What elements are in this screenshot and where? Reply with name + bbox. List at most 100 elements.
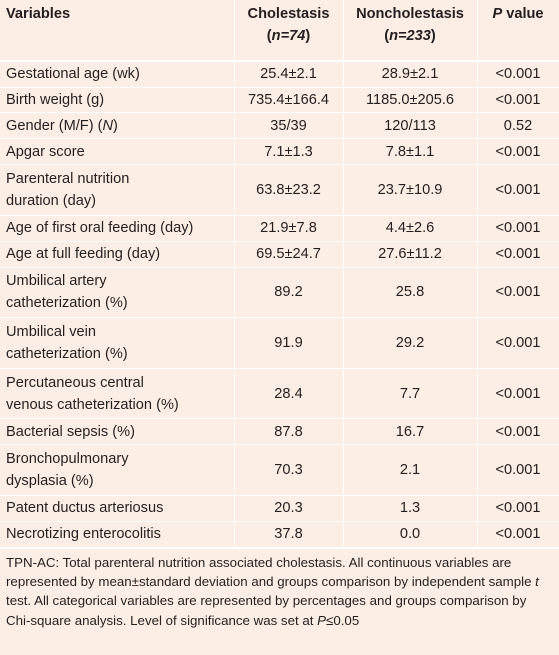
p-value: <0.001: [477, 60, 559, 88]
table-row: Birth weight (g) 735.4±166.4 1185.0±205.6 <…: [0, 86, 559, 113]
table-row: Apgar score 7.1±1.3 7.8±1.1 <0.001: [0, 138, 559, 165]
data-table: Variables Cholestasis (n=74) Noncholestas…: [0, 0, 559, 547]
cholestasis-value: 21.9±7.8: [234, 214, 343, 242]
row-label-italic: N: [102, 117, 114, 134]
noncholestasis-value: 7.7: [343, 367, 477, 419]
footnote: TPN-AC: Total parenteral nutrition assoc…: [0, 548, 559, 655]
cholestasis-value: 69.5±24.7: [234, 240, 343, 268]
noncholestasis-value: 4.4±2.6: [343, 214, 477, 242]
row-label: Age of first oral feeding (day): [0, 214, 234, 242]
table-row: Age of first oral feeding (day) 21.9±7.8 4…: [0, 214, 559, 242]
cholestasis-value: 70.3: [234, 444, 343, 496]
table-body: Gestational age (wk) 25.4±2.1 28.9±2.1 <0.0…: [0, 60, 559, 547]
table-row: Umbilical vein catheterization (%) 91.9 29.…: [0, 317, 559, 369]
header-p-letter: P: [492, 6, 503, 22]
header-cholestasis-n: n=74: [271, 28, 306, 44]
row-label: Bronchopulmonary dysplasia (%): [0, 444, 234, 496]
row-label-line2: venous catheterization (%): [6, 396, 179, 413]
header-variables: Variables: [6, 6, 71, 22]
row-label: Apgar score: [0, 138, 234, 165]
header-row: Variables Cholestasis (n=74) Noncholestas…: [0, 0, 559, 61]
cholestasis-value: 20.3: [234, 494, 343, 522]
table-row: Umbilical artery catheterization (%) 89.2 2…: [0, 266, 559, 318]
row-label-line1: Bronchopulmonary: [6, 450, 129, 467]
row-label: Patent ductus arteriosus: [0, 494, 234, 522]
footnote-part1: TPN-AC: Total parenteral nutrition assoc…: [6, 555, 536, 590]
table-row: Bronchopulmonary dysplasia (%) 70.3 2.1 <0.0…: [0, 444, 559, 496]
cholestasis-value: 37.8: [234, 520, 343, 547]
cholestasis-value: 28.4: [234, 367, 343, 419]
p-value: <0.001: [477, 367, 559, 419]
noncholestasis-value: 2.1: [343, 444, 477, 496]
row-label-line2: dysplasia (%): [6, 472, 94, 489]
table-row: Percutaneous central venous catheterizati…: [0, 367, 559, 419]
table-row: Age at full feeding (day) 69.5±24.7 27.6±1…: [0, 240, 559, 268]
row-label-line2: duration (day): [6, 193, 97, 209]
footnote-part2: test. All categorical variables are repr…: [6, 593, 527, 628]
p-value: <0.001: [477, 520, 559, 547]
row-label: Parenteral nutrition duration (day): [0, 164, 234, 216]
footnote-p-letter: P: [317, 612, 327, 628]
noncholestasis-value: 120/113: [343, 112, 477, 139]
row-label-pre: Gender (M/F) (: [6, 117, 103, 134]
row-label: Umbilical vein catheterization (%): [0, 317, 234, 369]
table-row: Bacterial sepsis (%) 87.8 16.7 <0.001: [0, 418, 559, 445]
noncholestasis-value: 7.8±1.1: [343, 138, 477, 165]
p-value: <0.001: [477, 444, 559, 496]
header-noncholestasis-label: Noncholestasis: [356, 6, 464, 22]
footnote-text: TPN-AC: Total parenteral nutrition assoc…: [0, 549, 559, 630]
header-p-value: P value: [477, 0, 559, 61]
header-noncholestasis: Noncholestasis (n=233): [356, 6, 464, 44]
noncholestasis-value: 1.3: [343, 494, 477, 522]
row-label-line1: Umbilical artery: [6, 273, 107, 290]
column-divider: [343, 0, 344, 547]
cholestasis-value: 25.4±2.1: [234, 60, 343, 88]
footnote-part3: ≤0.05: [326, 612, 360, 628]
column-divider: [477, 0, 478, 547]
noncholestasis-value: 1185.0±205.6: [343, 86, 477, 113]
row-label: Age at full feeding (day): [0, 240, 234, 268]
p-value: <0.001: [477, 86, 559, 113]
noncholestasis-value: 29.2: [343, 317, 477, 369]
noncholestasis-value: 23.7±10.9: [343, 164, 477, 216]
cholestasis-value: 89.2: [234, 266, 343, 318]
row-label: Necrotizing enterocolitis: [0, 520, 234, 547]
noncholestasis-value: 16.7: [343, 418, 477, 445]
row-label: Bacterial sepsis (%): [0, 418, 234, 445]
noncholestasis-value: 25.8: [343, 266, 477, 318]
cholestasis-value: 87.8: [234, 418, 343, 445]
p-value: <0.001: [477, 317, 559, 369]
header-p-rest: value: [502, 6, 544, 22]
cholestasis-value: 735.4±166.4: [234, 86, 343, 113]
row-label: Gender (M/F) (N): [0, 112, 234, 139]
p-value: <0.001: [477, 494, 559, 522]
cholestasis-value: 91.9: [234, 317, 343, 369]
header-cholestasis-label: Cholestasis: [247, 6, 330, 22]
row-label: Birth weight (g): [0, 86, 234, 113]
row-label-line2: catheterization (%): [6, 295, 128, 312]
table-row: Patent ductus arteriosus 20.3 1.3 <0.001: [0, 494, 559, 522]
table-row: Parenteral nutrition duration (day) 63.8±2…: [0, 164, 559, 216]
column-divider: [234, 0, 235, 547]
p-value: <0.001: [477, 164, 559, 216]
p-value: <0.001: [477, 214, 559, 242]
header-cholestasis: Cholestasis (n=74): [247, 6, 330, 44]
noncholestasis-value: 27.6±11.2: [343, 240, 477, 268]
cholestasis-value: 7.1±1.3: [234, 138, 343, 165]
cholestasis-value: 35/39: [234, 112, 343, 139]
p-value: <0.001: [477, 138, 559, 165]
row-label-post: ): [113, 117, 118, 134]
row-label-line2: catheterization (%): [6, 345, 128, 362]
cholestasis-value: 63.8±23.2: [234, 164, 343, 216]
row-label-line1: Umbilical vein: [6, 323, 97, 340]
row-label: Gestational age (wk): [0, 60, 234, 88]
p-value: <0.001: [477, 418, 559, 445]
p-value: 0.52: [477, 112, 559, 139]
footnote-t-letter: t: [535, 574, 539, 590]
p-value: <0.001: [477, 266, 559, 318]
header-noncholestasis-n: n=233: [389, 28, 431, 44]
noncholestasis-value: 0.0: [343, 520, 477, 547]
table-row: Necrotizing enterocolitis 37.8 0.0 <0.001: [0, 520, 559, 547]
table-row: Gestational age (wk) 25.4±2.1 28.9±2.1 <0.0…: [0, 60, 559, 88]
